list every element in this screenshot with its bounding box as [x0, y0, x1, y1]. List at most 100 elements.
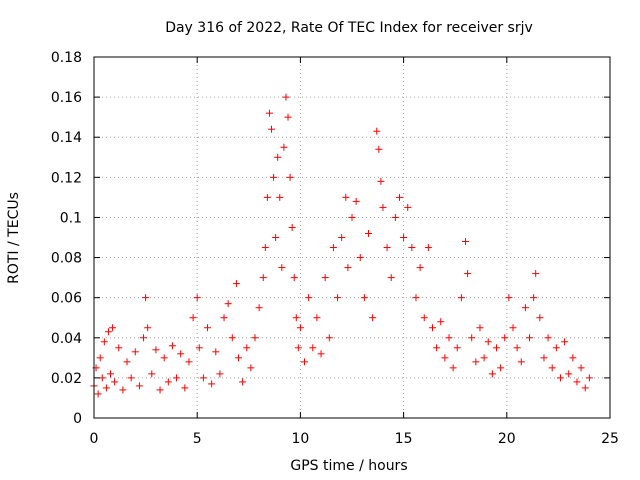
data-point [497, 364, 505, 372]
data-point [387, 274, 395, 282]
data-points [90, 93, 593, 398]
data-point [177, 350, 185, 358]
data-point [216, 370, 224, 378]
data-point [383, 244, 391, 252]
grid-lines [94, 57, 610, 418]
data-point [173, 374, 181, 382]
data-point [168, 342, 176, 350]
data-point [428, 324, 436, 332]
data-point [181, 384, 189, 392]
data-point [352, 197, 360, 205]
data-point [552, 344, 560, 352]
data-point [195, 344, 203, 352]
data-point [581, 384, 589, 392]
data-point [325, 334, 333, 342]
y-tick-label: 0.06 [51, 291, 82, 307]
y-tick-label: 0 [73, 411, 82, 427]
data-point [212, 348, 220, 356]
data-point [263, 193, 271, 201]
data-point [400, 234, 408, 241]
data-point [453, 344, 461, 352]
data-point [377, 177, 385, 185]
data-point [379, 203, 387, 211]
y-tick-label: 0.04 [51, 331, 82, 347]
data-point [104, 328, 112, 336]
data-point [272, 234, 280, 241]
data-point [480, 354, 488, 362]
data-point [148, 370, 156, 378]
data-point [123, 358, 131, 366]
data-point [449, 364, 457, 372]
data-point [164, 378, 172, 386]
data-point [270, 173, 278, 181]
y-tick-label: 0.18 [51, 50, 82, 66]
x-tick-label: 0 [90, 431, 99, 447]
data-point [544, 334, 552, 342]
data-point [193, 294, 201, 302]
data-point [356, 254, 364, 262]
data-point [140, 334, 148, 342]
data-point [111, 378, 119, 386]
data-point [131, 348, 139, 356]
y-tick-label: 0.14 [51, 130, 82, 146]
data-point [517, 358, 525, 366]
data-point [199, 374, 207, 382]
data-point [288, 223, 296, 231]
data-point [412, 294, 420, 302]
data-point [96, 354, 104, 362]
y-tick-label: 0.1 [60, 210, 82, 226]
data-point [247, 364, 255, 372]
data-point [234, 354, 242, 362]
data-point [521, 304, 529, 312]
data-point [573, 378, 581, 386]
data-point [342, 193, 350, 201]
data-point [556, 374, 564, 382]
data-point [239, 378, 247, 386]
data-point [102, 384, 110, 392]
axis-ticks [93, 56, 611, 419]
y-axis-label: ROTI / TECUs [6, 192, 22, 284]
data-point [243, 344, 251, 352]
data-point [505, 294, 513, 302]
data-point [286, 173, 294, 181]
data-point [585, 374, 593, 382]
y-tick-labels: 0 0.02 0.04 0.06 0.08 0.1 0.12 0.14 0.16 0.18 [51, 50, 82, 427]
data-point [228, 334, 236, 342]
data-point [152, 346, 160, 354]
data-point [395, 193, 403, 201]
data-point [317, 350, 325, 358]
data-point [532, 270, 540, 278]
data-point [476, 324, 484, 332]
data-point [160, 354, 168, 362]
data-point [296, 324, 304, 332]
data-point [577, 364, 585, 372]
x-tick-label: 15 [395, 431, 413, 447]
data-point [373, 127, 381, 135]
data-point [472, 358, 480, 366]
data-point [301, 358, 309, 366]
data-point [509, 324, 517, 332]
data-point [468, 334, 476, 342]
data-point [309, 344, 317, 352]
data-point [462, 238, 470, 246]
data-point [536, 314, 544, 322]
data-point [290, 274, 298, 282]
data-point [348, 213, 356, 221]
data-point [265, 109, 273, 117]
data-point [259, 274, 267, 282]
data-point [334, 294, 342, 302]
data-point [365, 229, 373, 237]
data-point [232, 280, 240, 288]
data-point [109, 324, 117, 332]
data-point [344, 264, 352, 272]
data-point [107, 370, 115, 378]
data-point [220, 314, 228, 322]
data-point [280, 143, 288, 151]
data-point [204, 324, 212, 332]
data-point [433, 344, 441, 352]
data-point [292, 314, 300, 322]
data-point [501, 334, 509, 342]
data-point [284, 113, 292, 121]
data-point [488, 370, 496, 378]
data-point [127, 374, 135, 382]
